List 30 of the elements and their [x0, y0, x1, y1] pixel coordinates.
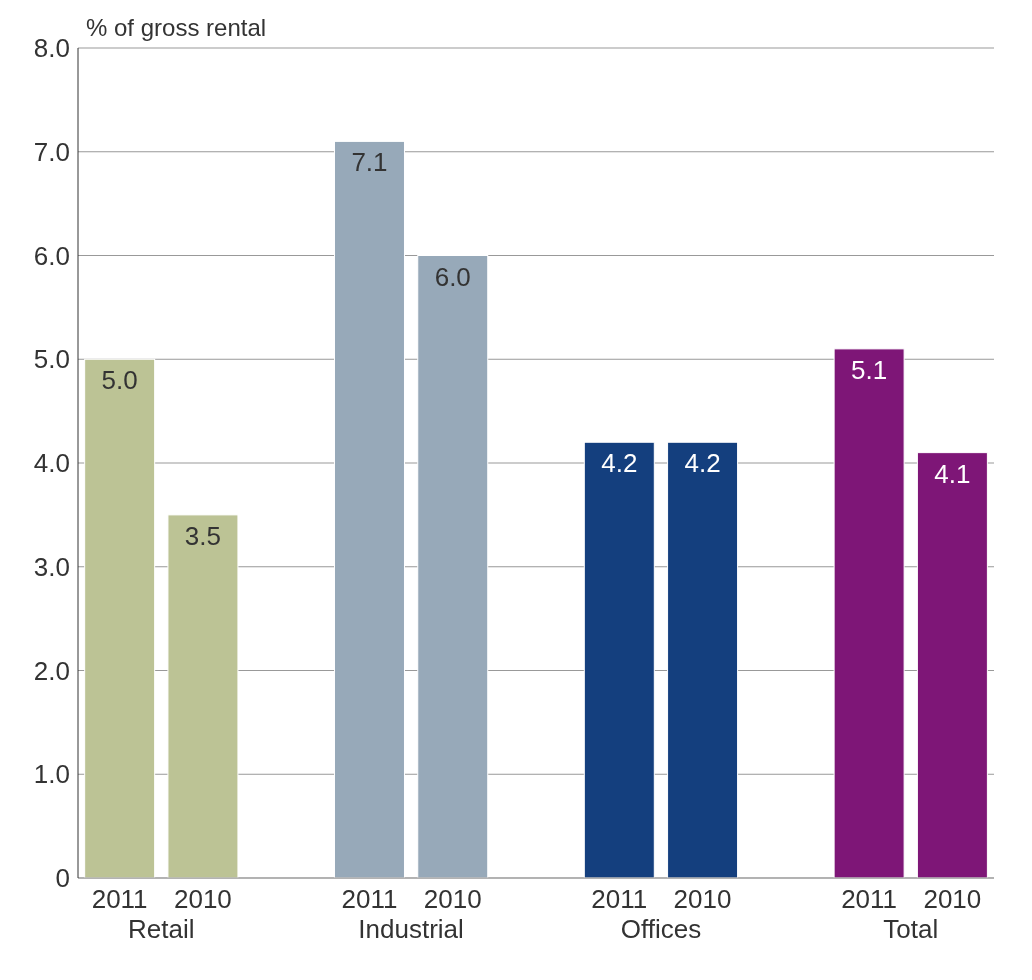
y-tick-label: 0 [55, 863, 70, 894]
data-label: 4.1 [934, 458, 971, 489]
x-tick-label: 2011 [591, 884, 648, 914]
data-label: 5.0 [101, 365, 138, 396]
y-tick-label: 7.0 [33, 136, 70, 167]
data-label: 4.2 [684, 448, 721, 479]
x-tick-label: 2011 [341, 884, 398, 914]
x-tick-label: 2011 [91, 884, 148, 914]
data-label: 3.5 [184, 520, 222, 551]
text: Total [883, 914, 939, 944]
y-axis-title: % of gross rental [86, 14, 267, 42]
y-tick-label: 6.0 [33, 240, 70, 271]
y-tick-label: 1.0 [33, 759, 70, 790]
y-tick-label: 4.0 [33, 448, 70, 479]
y-tick-label: 5.0 [33, 344, 70, 375]
text: Retail [128, 914, 195, 944]
y-tick-label: 3.0 [33, 551, 70, 582]
y-tick-label: 2.0 [33, 655, 70, 686]
y-tick-label: 8.0 [33, 33, 70, 64]
x-tick-label: 2010 [173, 884, 232, 914]
x-tick-label: 2011 [841, 884, 898, 914]
x-tick-label: 2010 [423, 884, 482, 914]
text: Offices [620, 914, 702, 944]
x-tick-label: 2010 [923, 884, 982, 914]
data-label: 6.0 [434, 261, 471, 292]
data-label: 4.2 [601, 448, 638, 479]
text: Industrial [358, 914, 464, 944]
x-tick-label: 2010 [673, 884, 732, 914]
data-label: 7.1 [351, 147, 388, 178]
data-label: 5.1 [851, 354, 888, 385]
